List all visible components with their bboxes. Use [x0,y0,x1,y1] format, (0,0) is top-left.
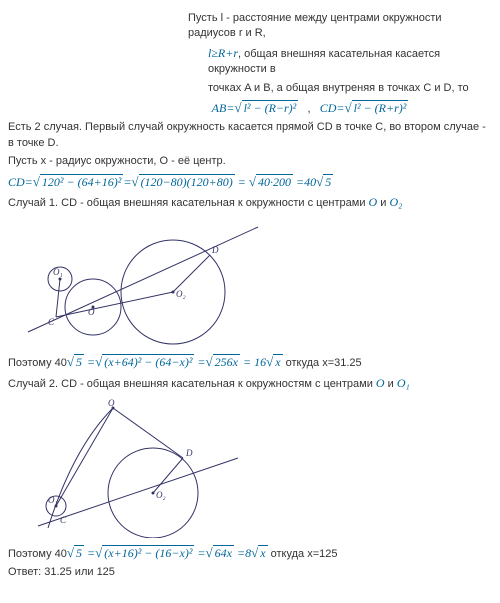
c2-mid2: =8 [234,546,251,560]
case2-and: и [385,378,397,390]
cd-label: CD= [320,101,345,115]
cd-s1: 120² − (64+16)² [40,174,123,189]
c2-prefix: Поэтому 40 [8,548,67,560]
cd-sqrt: l² − (R+r)² [352,100,409,115]
svg-text:O: O [88,307,95,317]
svg-text:O₁: O₁ [53,267,63,277]
case1-title: Случай 1. CD - общая внешняя касательная… [8,194,492,211]
c1-s2: 256x [213,354,240,369]
ab-cd-formulas: AB=l² − (R−r)² , CD=l² − (R+r)² [148,99,472,117]
cd-calc-prefix: CD= [8,175,33,189]
diagram-case1: O₁ O O₂ C D [18,217,492,347]
c1-mid2: = 16 [240,355,266,369]
cond-formula: l≥R+r [208,46,238,60]
case1-text: Случай 1. CD - общая внешняя касательная… [8,197,369,209]
c2-eq: = [84,546,95,560]
cd-s2: (120−80)(120+80) [139,174,235,189]
case1-result: Поэтому 405 =(x+64)² − (64−x)² =256x = 1… [8,353,492,371]
c1-mid: = [194,355,205,369]
intro-line2-text: , общая внешняя касательная касается окр… [208,48,440,75]
intro-line3: точках A и B, а общая внутреняя в точках… [208,81,492,96]
svg-text:C: C [60,515,67,525]
ab-sqrt: l² − (R−r)² [242,100,299,115]
cd-s4: 5 [323,174,333,189]
ab-label: AB= [212,101,235,115]
svg-text:O₁: O₁ [48,495,58,505]
cd-eq2: = [235,175,249,189]
cases-intro: Есть 2 случая. Первый случай окружность … [8,120,492,151]
case1-and: и [377,197,389,209]
c1-end: откуда x=31.25 [283,357,362,369]
c1-rt5: 5 [74,354,84,369]
c1-s1: (x+64)² − (64−x)² [102,354,194,369]
radius-line: Пусть x - радиус окружности, O - её цент… [8,154,492,169]
case2-title: Случай 2. CD - общая внешняя касательная… [8,375,492,392]
svg-text:D: D [211,245,219,255]
case2-text: Случай 2. CD - общая внешняя касательная… [8,378,376,390]
c2-end: откуда x=125 [268,548,338,560]
cd-eq1: = [123,175,131,189]
svg-text:O₂: O₂ [156,490,166,500]
case2-o: O [376,376,385,390]
svg-text:D: D [185,448,193,458]
cd-s3: 40·200 [256,174,293,189]
svg-text:C: C [48,317,55,327]
svg-text:O₂: O₂ [176,289,186,299]
intro-line2: l≥R+r, общая внешняя касательная касаетс… [208,45,492,78]
c1-eq: = [84,355,95,369]
c2-s1: (x+16)² − (16−x)² [102,545,194,560]
case1-o: O [369,195,378,209]
case2-o1: O₁ [397,376,410,390]
case2-result: Поэтому 405 =(x+16)² − (16−x)² =64x =8x … [8,544,492,562]
c2-mid: = [194,546,205,560]
diagram-case2: O O₁ O₂ C D [18,398,492,538]
c2-s3: x [258,545,267,560]
cd-calculation: CD=120² − (64+16)²=(120−80)(120+80) = 40… [8,173,492,191]
svg-text:O: O [108,398,115,408]
c1-s3: x [273,354,282,369]
intro-line1: Пусть l - расстояние между центрами окру… [188,11,492,42]
answer: Ответ: 31.25 или 125 [8,565,492,580]
case1-o2: O₂ [389,195,402,209]
c1-prefix: Поэтому 40 [8,357,67,369]
c2-s2: 64x [213,545,234,560]
c2-rt5: 5 [74,545,84,560]
cd-eq3: =40 [293,175,316,189]
